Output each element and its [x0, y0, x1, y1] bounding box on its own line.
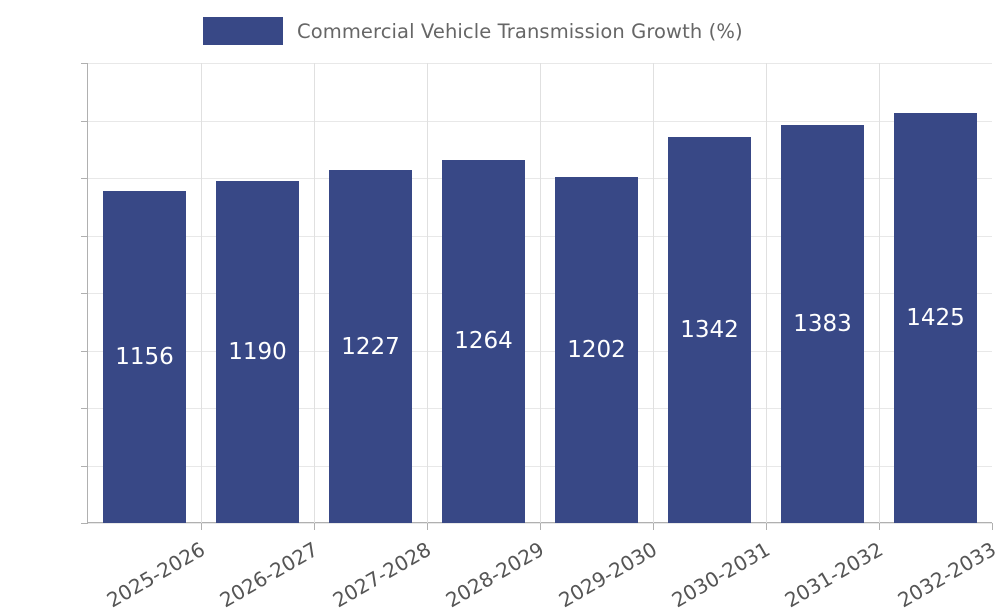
x-gridline — [427, 63, 428, 523]
bar-value-label: 1202 — [567, 337, 626, 364]
legend-label-commercial-vehicle-transmission-growth: Commercial Vehicle Transmission Growth (… — [297, 19, 743, 43]
bar[interactable] — [102, 190, 187, 523]
x-gridline — [540, 63, 541, 523]
bar-value-label: 1227 — [341, 333, 400, 360]
x-tick-label: 2031-2032 — [780, 537, 887, 612]
y-tick-mark — [81, 350, 88, 352]
bar[interactable] — [554, 177, 639, 523]
legend-swatch-commercial-vehicle-transmission-growth — [203, 17, 283, 45]
bar[interactable] — [215, 180, 300, 523]
x-tick-label: 2027-2028 — [328, 537, 435, 612]
x-tick-mark — [427, 523, 428, 530]
bar-value-label: 1190 — [228, 338, 287, 365]
x-tick-mark — [992, 523, 993, 530]
plot-area: 1156 1190 1227 1264 1202 1342 1383 1425 — [81, 63, 993, 530]
x-gridline — [653, 63, 654, 523]
y-tick-mark — [81, 293, 88, 294]
x-tick-label: 2028-2029 — [441, 537, 548, 612]
bar[interactable] — [667, 137, 752, 523]
x-tick-mark — [201, 523, 202, 530]
x-gridline — [766, 63, 767, 523]
x-tick-label: 2025-2026 — [102, 537, 209, 612]
x-gridline — [314, 63, 315, 523]
chart-legend: Commercial Vehicle Transmission Growth (… — [203, 15, 743, 47]
y-tick-mark — [81, 235, 88, 237]
bar-value-label: 1264 — [454, 328, 513, 355]
x-tick-label: 2030-2031 — [667, 537, 774, 612]
x-gridline — [201, 63, 202, 523]
y-tick-mark — [81, 178, 88, 179]
x-tick-label: 2032-2033 — [893, 537, 1000, 612]
y-tick-mark — [81, 120, 88, 122]
x-gridline — [879, 63, 880, 523]
y-tick-mark — [81, 408, 88, 409]
bar-value-label: 1383 — [793, 311, 852, 338]
x-tick-label: 2029-2030 — [554, 537, 661, 612]
y-tick-mark — [81, 63, 88, 64]
bar-value-label: 1156 — [115, 343, 174, 370]
bar[interactable] — [441, 159, 526, 523]
bar[interactable] — [893, 113, 978, 523]
bar[interactable] — [780, 125, 865, 523]
x-tick-label: 2026-2027 — [215, 537, 322, 612]
x-tick-mark — [314, 523, 315, 530]
x-axis-spine — [87, 522, 992, 523]
y-tick-mark — [81, 523, 88, 524]
x-tick-mark — [766, 523, 767, 530]
x-tick-mark — [540, 523, 541, 530]
bar-value-label: 1342 — [680, 317, 739, 344]
bar[interactable] — [328, 170, 413, 523]
x-tick-mark — [879, 523, 880, 530]
y-tick-mark — [81, 465, 88, 467]
bar-value-label: 1425 — [906, 305, 965, 332]
x-tick-mark — [653, 523, 654, 530]
